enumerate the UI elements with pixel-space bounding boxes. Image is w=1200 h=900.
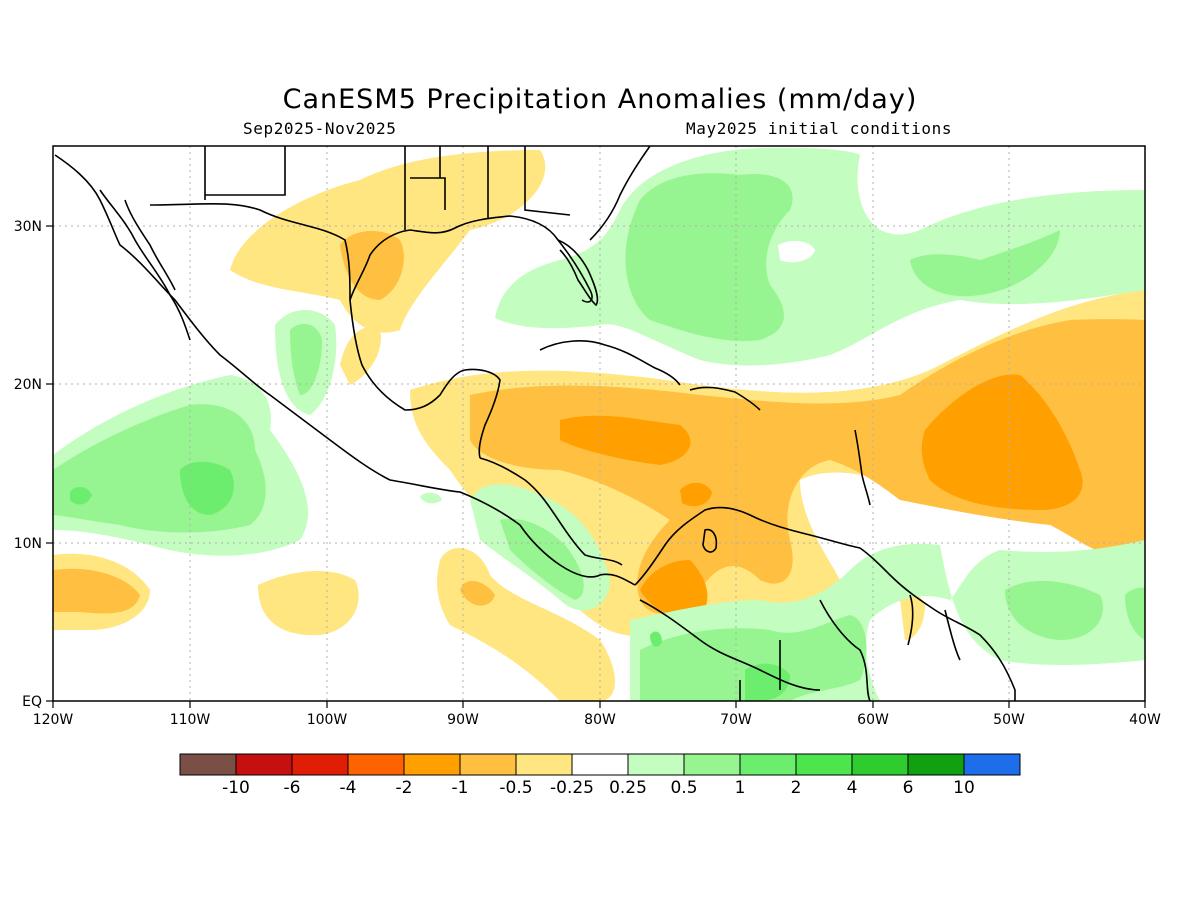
colorbar-swatch bbox=[851, 753, 909, 776]
colorbar-swatch bbox=[739, 753, 797, 776]
south-america-borders bbox=[639, 594, 961, 701]
wet-region bbox=[1125, 587, 1145, 640]
colorbar-label: -4 bbox=[340, 778, 357, 798]
colorbar-swatch bbox=[571, 753, 629, 776]
wet-region bbox=[53, 404, 266, 533]
us-state-border bbox=[204, 146, 571, 230]
lon-tick-label: 60W bbox=[857, 712, 889, 728]
colorbar-label: -10 bbox=[222, 778, 250, 798]
anomaly-fields bbox=[53, 147, 1145, 701]
dry-region bbox=[921, 374, 1083, 510]
lon-tick-label: 50W bbox=[993, 712, 1025, 728]
lat-tick-label: 30N bbox=[14, 219, 42, 235]
forecast-period: Sep2025-Nov2025 bbox=[243, 119, 397, 138]
colorbar-swatch bbox=[627, 753, 685, 776]
gridlines bbox=[53, 146, 1145, 701]
colorbar-label: -0.5 bbox=[499, 778, 532, 798]
lon-tick-label: 90W bbox=[447, 712, 479, 728]
dry-region bbox=[340, 327, 381, 385]
wet-region bbox=[70, 486, 92, 505]
tick-marks bbox=[46, 225, 1146, 708]
wet-region bbox=[180, 461, 234, 515]
colorbar-label: 1 bbox=[735, 778, 746, 798]
wet-region bbox=[625, 173, 793, 341]
latitude-labels: EQ 10N 20N 30N bbox=[14, 219, 42, 710]
wet-region bbox=[650, 631, 662, 647]
colorbar-swatch bbox=[403, 753, 461, 776]
colorbar-swatch bbox=[179, 753, 237, 776]
map-frame bbox=[52, 145, 1146, 702]
us-east-coast bbox=[589, 146, 651, 241]
colorbar-label: 4 bbox=[847, 778, 858, 798]
lon-tick-label: 110W bbox=[170, 712, 211, 728]
colorbar-swatch bbox=[683, 753, 741, 776]
colorbar-swatch bbox=[963, 753, 1021, 776]
dry-region bbox=[680, 482, 712, 507]
mexico-pacific-coast bbox=[54, 154, 636, 586]
dry-region bbox=[560, 415, 691, 465]
dry-region bbox=[460, 580, 495, 606]
lon-tick-label: 70W bbox=[720, 712, 752, 728]
baja-california bbox=[99, 189, 191, 341]
wet-region bbox=[290, 324, 322, 395]
lon-tick-label: 80W bbox=[584, 712, 616, 728]
colorbar-swatch bbox=[907, 753, 965, 776]
colorbar-swatch bbox=[347, 753, 405, 776]
lon-tick-label: 120W bbox=[33, 712, 74, 728]
colorbar-label: -0.25 bbox=[550, 778, 594, 798]
longitude-labels: 120W 110W 100W 90W 80W 70W 60W 50W 40W bbox=[33, 712, 1161, 728]
cuba bbox=[539, 340, 681, 386]
colorbar-label: 0.25 bbox=[609, 778, 647, 798]
coastlines bbox=[54, 146, 1016, 701]
florida bbox=[557, 239, 599, 307]
colorbar-label: 6 bbox=[903, 778, 914, 798]
colorbar-swatch bbox=[459, 753, 517, 776]
colorbar: -10 -6 -4 -2 -1 -0.5 -0.25 0.25 0.5 1 2 4 6 10 bbox=[179, 753, 1021, 798]
us-mexico-border bbox=[149, 202, 351, 301]
central-america bbox=[479, 457, 623, 566]
colorbar-label: -6 bbox=[284, 778, 301, 798]
baja-california bbox=[124, 199, 176, 291]
colorbar-swatch bbox=[291, 753, 349, 776]
wet-region bbox=[420, 492, 442, 504]
wet-region bbox=[745, 663, 790, 701]
gulf-of-mexico-coast bbox=[349, 215, 593, 303]
colorbar-swatch bbox=[515, 753, 573, 776]
dry-region bbox=[258, 570, 359, 636]
colorbar-label: 10 bbox=[953, 778, 975, 798]
south-america-coast bbox=[634, 506, 1016, 701]
colorbar-label: 0.5 bbox=[670, 778, 697, 798]
dry-region bbox=[340, 230, 404, 300]
map-title: CanESM5 Precipitation Anomalies (mm/day) bbox=[282, 84, 918, 115]
hispaniola bbox=[689, 386, 761, 411]
lon-tick-label: 40W bbox=[1129, 712, 1161, 728]
initial-conditions: May2025 initial conditions bbox=[686, 119, 953, 138]
colorbar-label: -2 bbox=[396, 778, 413, 798]
dry-region bbox=[640, 560, 708, 617]
lat-tick-label: 20N bbox=[14, 377, 42, 393]
colorbar-swatch bbox=[235, 753, 293, 776]
colorbar-label: 2 bbox=[791, 778, 802, 798]
colorbar-label: -1 bbox=[452, 778, 469, 798]
wet-region bbox=[1005, 580, 1104, 640]
wet-region bbox=[500, 518, 584, 600]
lat-tick-label: 10N bbox=[14, 536, 42, 552]
lon-tick-label: 100W bbox=[307, 712, 348, 728]
lat-tick-label: EQ bbox=[22, 694, 42, 710]
lesser-antilles bbox=[854, 429, 871, 506]
lake-maracaibo bbox=[702, 528, 718, 553]
mexico-east-coast bbox=[349, 299, 501, 459]
wet-region bbox=[910, 230, 1060, 297]
dry-region bbox=[53, 568, 140, 614]
colorbar-swatch bbox=[795, 753, 853, 776]
